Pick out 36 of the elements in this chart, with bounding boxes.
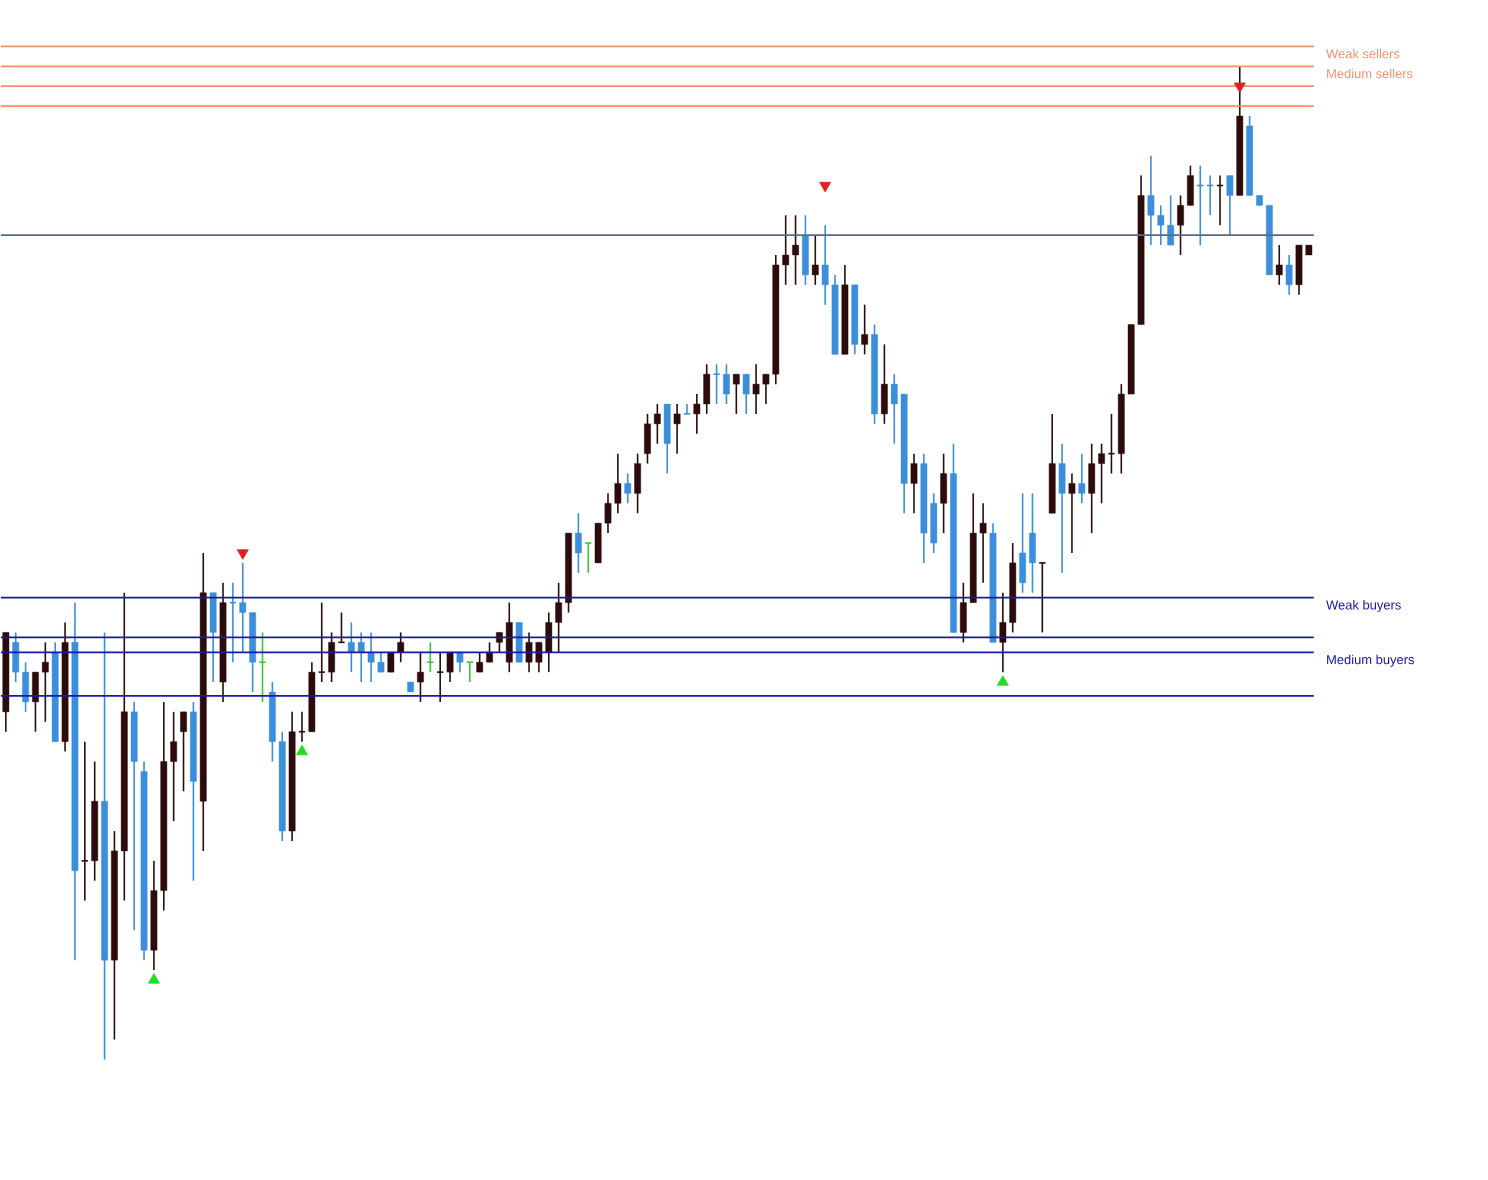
candlestick [1068, 472, 1076, 554]
candlestick [881, 343, 888, 425]
candlestick [180, 711, 187, 793]
candlestick [426, 641, 435, 674]
candlestick [1285, 254, 1293, 296]
point [148, 973, 160, 984]
point [1233, 82, 1246, 94]
point [296, 744, 308, 756]
candlestick [417, 651, 424, 703]
point [819, 182, 832, 193]
candlestick [575, 512, 582, 574]
candlestick [258, 631, 267, 703]
candlestick [634, 452, 641, 515]
candlestick [584, 542, 593, 574]
point [236, 549, 249, 560]
candlestick [1226, 174, 1234, 237]
candlestick [673, 403, 681, 455]
candlestick [910, 452, 918, 515]
candlestick [663, 403, 671, 475]
candlestick [861, 304, 869, 356]
candlestick [209, 592, 217, 683]
candlestick [397, 631, 405, 664]
candlestick [1058, 443, 1066, 574]
candlestick [940, 452, 947, 535]
candlestick [515, 621, 523, 664]
candlestick [683, 403, 691, 415]
candlestick [624, 472, 632, 505]
candlestick [1078, 452, 1086, 505]
point [996, 675, 1009, 686]
candlestick [802, 214, 809, 286]
candlestick [811, 234, 819, 286]
candlestick [1038, 562, 1047, 634]
candlestick [742, 373, 750, 415]
candlestick [465, 661, 474, 683]
candlestick [732, 373, 740, 415]
candlestick [1275, 244, 1283, 286]
